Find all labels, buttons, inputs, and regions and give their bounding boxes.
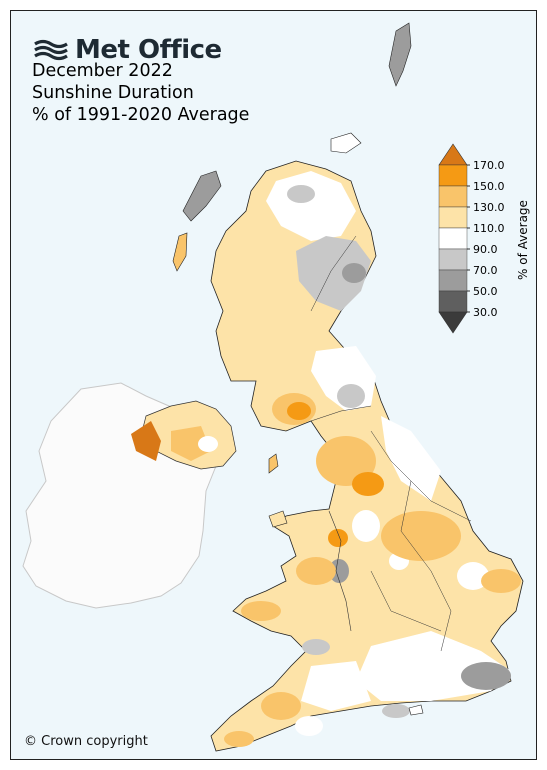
sunshine-map: [22, 22, 524, 752]
legend-swatch-4: [438, 227, 468, 250]
legend-swatch-1: [438, 164, 468, 187]
legend-tick-label: 50.0: [473, 285, 498, 298]
wales-orange: [296, 557, 336, 585]
east-orange: [481, 569, 521, 593]
cornwall-orange: [224, 731, 254, 747]
internal-regions: [310, 235, 472, 652]
south-uist: [172, 232, 188, 272]
isle-of-wight: [408, 704, 424, 716]
ni-lough-neagh: [198, 436, 218, 452]
ni-high-sunshine: [131, 421, 161, 461]
isle-of-man: [268, 453, 279, 474]
caithness-grey: [287, 185, 315, 203]
anglesey: [268, 510, 288, 528]
legend-tick-label: 110.0: [473, 222, 505, 235]
highlands-grey: [296, 236, 371, 311]
met-office-logo: Met Office: [33, 35, 222, 65]
wales-england-border: [328, 510, 352, 632]
legend-tick-label: 70.0: [473, 264, 498, 277]
southwest-white: [301, 661, 371, 711]
legend-tick-label: 130.0: [473, 201, 505, 214]
brand-name: Met Office: [75, 35, 222, 65]
orkney: [330, 132, 362, 154]
south-wales-grey: [302, 639, 330, 655]
welsh-border-white: [352, 510, 380, 542]
legend-tick-label: 150.0: [473, 180, 505, 193]
kent-grey: [461, 662, 511, 690]
legend-axis-label: % of Average: [515, 200, 530, 280]
title-month: December 2022: [32, 61, 173, 81]
legend-swatch-over: [438, 143, 468, 166]
northeast-grey: [337, 384, 365, 408]
legend-axis-label-wrap: % of Average: [516, 197, 535, 287]
pembroke-orange: [241, 601, 281, 621]
midlands-orange: [381, 511, 461, 561]
map-panel: Met Office December 2022 Sunshine Durati…: [10, 10, 537, 760]
shetland: [388, 22, 412, 87]
legend-swatch-6: [438, 269, 468, 292]
north-wales-hot: [328, 529, 348, 547]
legend-swatch-5: [438, 248, 468, 271]
grampian-dark: [342, 263, 366, 283]
legend-swatch-3: [438, 206, 468, 229]
devon-orange: [261, 692, 301, 720]
dorset-grey: [382, 704, 410, 718]
legend-swatch-2: [438, 185, 468, 208]
cornwall-white: [295, 716, 323, 736]
title-variable: Sunshine Duration: [32, 83, 194, 103]
title-baseline: % of 1991-2020 Average: [32, 105, 250, 125]
legend-tick-label: 30.0: [473, 306, 498, 319]
met-office-waves-icon: [34, 39, 68, 61]
scotland-hot-1: [287, 402, 311, 420]
copyright-notice: © Crown copyright: [24, 734, 148, 749]
east-anglia-white: [457, 562, 489, 590]
legend-swatch-under: [438, 311, 468, 334]
western-isles: [182, 170, 222, 222]
yorkshire-white: [381, 416, 441, 501]
scotland-england-border: [310, 405, 372, 422]
legend-colorbar: 170.0 150.0 130.0 110.0 90.0 70.0 50.0 30.0: [438, 143, 505, 334]
legend-tick-label: 170.0: [473, 159, 505, 172]
legend: 170.0 150.0 130.0 110.0 90.0 70.0 50.0 30.0 % o…: [429, 142, 536, 342]
legend-tick-label: 90.0: [473, 243, 498, 256]
ni-orange: [171, 426, 211, 461]
legend-swatch-7: [438, 290, 468, 313]
manchester-hot: [352, 472, 384, 496]
scotland-white: [266, 171, 356, 241]
